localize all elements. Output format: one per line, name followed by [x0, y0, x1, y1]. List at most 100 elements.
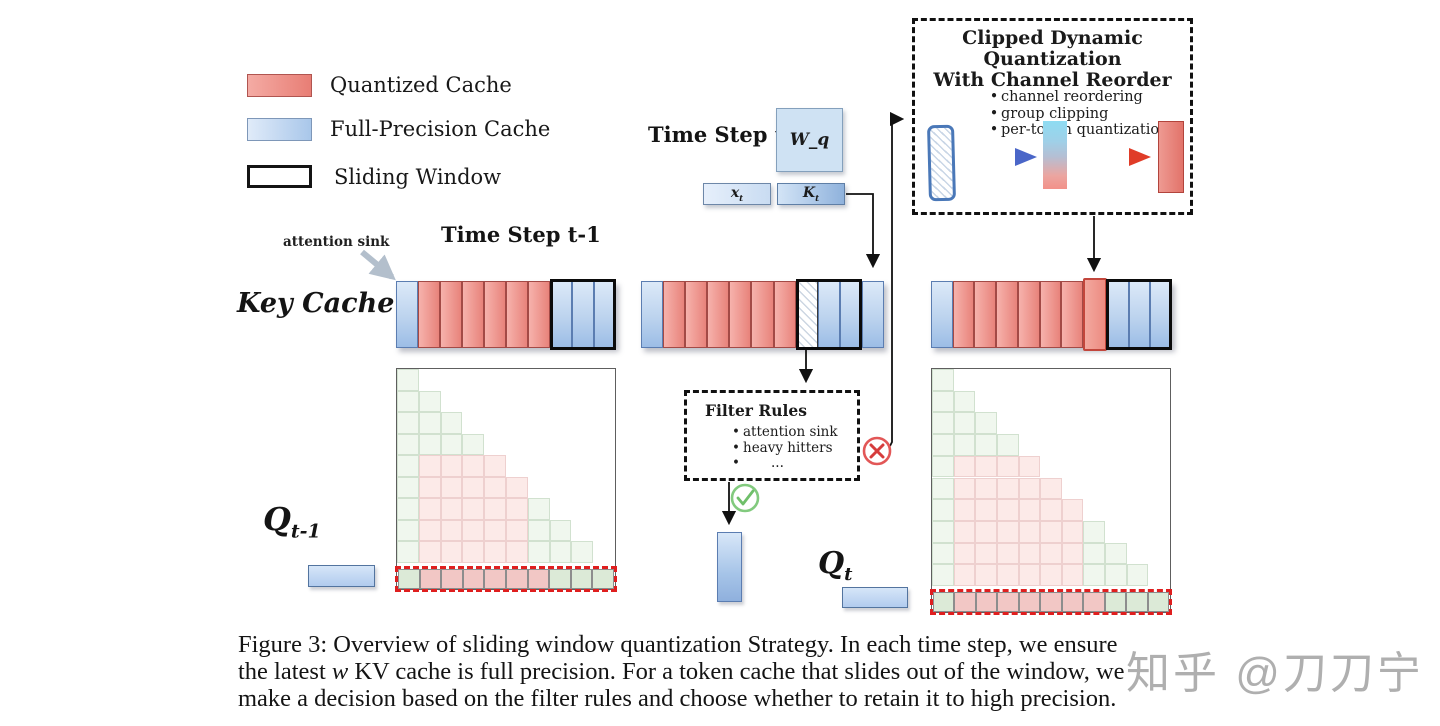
attention-score-cell — [953, 412, 976, 435]
wq-label: W_q — [789, 130, 830, 150]
kt-key-box: Kt — [777, 183, 845, 205]
kt-label: Kt — [802, 184, 820, 204]
red-arrow-icon — [1075, 148, 1151, 166]
attention-score-cell — [953, 520, 976, 543]
attention-score-cell — [1018, 455, 1041, 478]
attention-score-cell — [462, 476, 485, 499]
attention-score-cell — [932, 542, 954, 565]
attention-score-cell — [975, 499, 997, 521]
evicted-cell-red — [1083, 592, 1105, 612]
cache-cell-red — [1061, 281, 1084, 348]
attention-score-cell — [932, 434, 954, 456]
cache-cell-blue — [641, 281, 664, 348]
attention-score-cell — [1018, 477, 1041, 500]
attention-score-cell — [484, 498, 506, 520]
query-bar-t-minus-1 — [308, 565, 375, 587]
attention-score-cell — [1040, 477, 1062, 500]
attention-score-cell — [397, 476, 419, 499]
evicted-cell-red — [462, 569, 485, 589]
attention-score-cell — [953, 455, 976, 478]
attention-score-cell — [484, 519, 506, 542]
filter-fail-to-quantizer-line — [889, 111, 905, 447]
retained-full-precision-token-bar — [717, 532, 742, 602]
cache-cell-red — [484, 281, 506, 348]
evicted-cell-red — [419, 569, 442, 589]
attention-score-cell — [484, 476, 506, 499]
evicted-cell-red — [975, 592, 998, 612]
attention-score-cell — [996, 542, 1019, 565]
evicted-cell-green — [1147, 592, 1169, 612]
attention-score-cell — [527, 519, 550, 542]
filter-rules-box: Filter Rules • attention sink • heavy hitt… — [684, 390, 860, 481]
attention-score-cell — [932, 520, 954, 543]
attention-score-cell — [506, 498, 528, 520]
key-cache-row-t-filtering — [641, 279, 885, 350]
legend-label-quantized-cache: Quantized Cache — [330, 73, 512, 97]
attention-sink-arrow — [360, 249, 396, 281]
attention-score-cell — [932, 499, 954, 521]
attention-sink-label: attention sink — [283, 234, 390, 250]
attention-score-cell — [549, 519, 572, 542]
attention-score-cell — [418, 476, 441, 499]
quantization-flow-arrows — [961, 148, 1151, 166]
evicted-cell-red — [954, 592, 976, 612]
attention-score-cell — [549, 541, 572, 563]
cache-cell-red-new — [1083, 278, 1107, 351]
caption-line-3: make a decision based on the filter rule… — [238, 685, 1117, 712]
q-t-label: Qt — [818, 546, 853, 585]
kt-to-cache-arrow — [846, 193, 881, 269]
attention-score-cell — [440, 519, 463, 542]
attention-score-cell — [1040, 499, 1062, 521]
attention-score-cell — [1018, 520, 1041, 543]
attention-score-cell — [462, 519, 485, 542]
attention-score-cell — [1126, 564, 1149, 586]
evicted-cell-green — [592, 569, 614, 589]
attention-score-cell — [932, 477, 954, 500]
sliding-window-outline — [550, 279, 616, 350]
attention-score-cell — [975, 520, 997, 543]
attention-score-cell — [418, 433, 441, 456]
cache-cell-red — [440, 281, 462, 348]
attention-score-cell — [975, 542, 997, 565]
attention-score-cell — [440, 541, 463, 563]
attention-score-cell — [932, 455, 954, 478]
attention-score-cell — [996, 477, 1019, 500]
attention-score-cell — [462, 541, 485, 563]
attention-score-cell — [484, 455, 506, 477]
evicted-row-highlight — [930, 589, 1172, 615]
attention-score-cell — [1083, 542, 1106, 565]
zhihu-watermark: 知乎 @刀刀宁 — [1126, 649, 1424, 698]
attention-score-cell — [953, 564, 976, 586]
legend-swatch-quantized-cache — [247, 74, 312, 97]
attention-score-cell — [932, 564, 954, 586]
attention-score-cell — [418, 455, 441, 477]
accept-check-icon — [730, 483, 760, 513]
attention-score-cell — [506, 541, 528, 563]
attention-score-cell — [996, 455, 1019, 478]
caption-line-2: the latest w KV cache is full precision.… — [238, 658, 1125, 685]
cache-cell-red — [685, 281, 708, 348]
evicted-cell-green — [398, 569, 420, 589]
legend-swatch-full-precision-cache — [247, 118, 312, 141]
legend-swatch-sliding-window — [247, 165, 312, 188]
query-bar-t — [842, 587, 908, 608]
quantized-token-bar — [1158, 121, 1184, 193]
attention-matrix-q-t — [930, 368, 1172, 615]
sliding-window-outline — [1106, 279, 1172, 350]
evicted-cell-red — [1040, 592, 1062, 612]
evicted-cell-red — [505, 569, 528, 589]
clipped-box-title: Clipped Dynamic Quantization With Channe… — [933, 27, 1172, 91]
attention-score-cell — [953, 390, 976, 413]
cache-cell-red — [528, 281, 550, 348]
attention-score-cell — [1105, 542, 1127, 565]
attention-score-cell — [397, 369, 419, 391]
attention-score-cell — [397, 541, 419, 563]
attention-score-cell — [397, 412, 419, 434]
evicted-cell-green — [933, 592, 955, 612]
filter-rules-bullets: • attention sink • heavy hitters •... — [732, 424, 838, 471]
attention-score-cell — [527, 541, 550, 563]
cache-cell-red — [462, 281, 484, 348]
attention-score-cell — [418, 498, 441, 520]
xt-input-box: xt — [703, 183, 771, 205]
